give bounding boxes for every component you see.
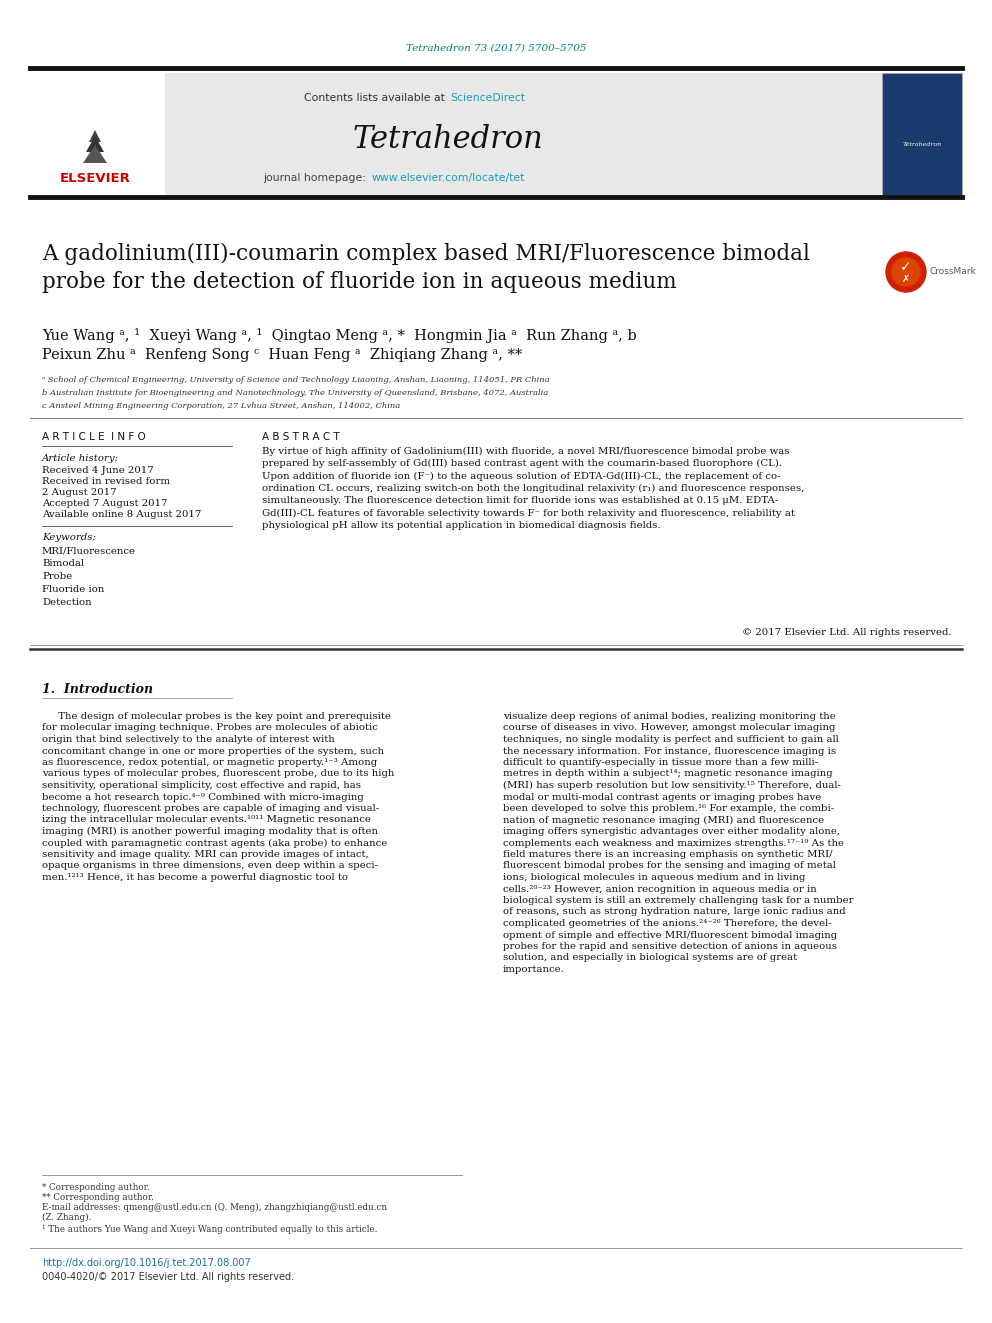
Bar — [30, 73, 165, 194]
Text: visualize deep regions of animal bodies, realizing monitoring the: visualize deep regions of animal bodies,… — [503, 712, 835, 721]
Polygon shape — [83, 146, 107, 163]
Text: * Corresponding author.: * Corresponding author. — [42, 1183, 150, 1192]
Text: imaging (MRI) is another powerful imaging modality that is often: imaging (MRI) is another powerful imagin… — [42, 827, 378, 836]
Polygon shape — [86, 136, 104, 152]
Text: Yue Wang ᵃ, ¹  Xueyi Wang ᵃ, ¹  Qingtao Meng ᵃ, *  Hongmin Jia ᵃ  Run Zhang ᵃ, b: Yue Wang ᵃ, ¹ Xueyi Wang ᵃ, ¹ Qingtao Me… — [42, 328, 637, 343]
Text: www.elsevier.com/locate/tet: www.elsevier.com/locate/tet — [372, 173, 526, 183]
Text: complicated geometries of the anions.²⁴⁻²⁶ Therefore, the devel-: complicated geometries of the anions.²⁴⁻… — [503, 919, 831, 927]
Text: ** Corresponding author.: ** Corresponding author. — [42, 1193, 154, 1203]
Text: as fluorescence, redox potential, or magnetic property.¹⁻³ Among: as fluorescence, redox potential, or mag… — [42, 758, 377, 767]
Text: Tetrahedron 73 (2017) 5700–5705: Tetrahedron 73 (2017) 5700–5705 — [406, 44, 586, 53]
Text: technology, fluorescent probes are capable of imaging and visual-: technology, fluorescent probes are capab… — [42, 804, 379, 814]
Text: Accepted 7 August 2017: Accepted 7 August 2017 — [42, 499, 168, 508]
Text: solution, and especially in biological systems are of great: solution, and especially in biological s… — [503, 954, 798, 963]
Text: Probe: Probe — [42, 572, 72, 581]
Text: Bimodal: Bimodal — [42, 560, 84, 568]
Text: ᵃ School of Chemical Engineering, University of Science and Technology Liaoning,: ᵃ School of Chemical Engineering, Univer… — [42, 376, 550, 384]
Text: modal or multi-modal contrast agents or imaging probes have: modal or multi-modal contrast agents or … — [503, 792, 821, 802]
Text: difficult to quantify-especially in tissue more than a few milli-: difficult to quantify-especially in tiss… — [503, 758, 818, 767]
Bar — [92, 142, 98, 160]
Text: b Australian Institute for Bioengineering and Nanotechnology, The University of : b Australian Institute for Bioengineerin… — [42, 389, 549, 397]
Text: course of diseases in vivo. However, amongst molecular imaging: course of diseases in vivo. However, amo… — [503, 724, 835, 733]
Text: 0040-4020/© 2017 Elsevier Ltd. All rights reserved.: 0040-4020/© 2017 Elsevier Ltd. All right… — [42, 1271, 294, 1282]
Text: concomitant change in one or more properties of the system, such: concomitant change in one or more proper… — [42, 746, 384, 755]
Text: CrossMark: CrossMark — [929, 267, 976, 277]
Text: Peixun Zhu ᵃ  Renfeng Song ᶜ  Huan Feng ᵃ  Zhiqiang Zhang ᵃ, **: Peixun Zhu ᵃ Renfeng Song ᶜ Huan Feng ᵃ … — [42, 348, 522, 363]
Text: (MRI) has superb resolution but low sensitivity.¹⁵ Therefore, dual-: (MRI) has superb resolution but low sens… — [503, 781, 841, 790]
Text: importance.: importance. — [503, 964, 564, 974]
Bar — [882, 73, 962, 194]
Text: become a hot research topic.⁴⁻⁹ Combined with micro-imaging: become a hot research topic.⁴⁻⁹ Combined… — [42, 792, 364, 802]
Text: biological system is still an extremely challenging task for a number: biological system is still an extremely … — [503, 896, 853, 905]
Text: Contents lists available at: Contents lists available at — [304, 93, 448, 103]
Text: sensitivity and image quality. MRI can provide images of intact,: sensitivity and image quality. MRI can p… — [42, 849, 369, 859]
Text: origin that bind selectively to the analyte of interest with: origin that bind selectively to the anal… — [42, 736, 334, 744]
Text: metres in depth within a subject¹⁴; magnetic resonance imaging: metres in depth within a subject¹⁴; magn… — [503, 770, 832, 778]
Text: By virtue of high affinity of Gadolinium(III) with fluoride, a novel MRI/fluores: By virtue of high affinity of Gadolinium… — [262, 447, 805, 529]
Text: men.¹²¹³ Hence, it has become a powerful diagnostic tool to: men.¹²¹³ Hence, it has become a powerful… — [42, 873, 348, 882]
Text: The design of molecular probes is the key point and prerequisite: The design of molecular probes is the ke… — [42, 712, 391, 721]
Text: Tetrahedron: Tetrahedron — [903, 143, 941, 147]
Text: 2 August 2017: 2 August 2017 — [42, 488, 117, 497]
Text: Received in revised form: Received in revised form — [42, 478, 170, 486]
Text: ✗: ✗ — [902, 274, 910, 284]
Text: ScienceDirect: ScienceDirect — [450, 93, 525, 103]
Text: coupled with paramagnetic contrast agents (aka probe) to enhance: coupled with paramagnetic contrast agent… — [42, 839, 387, 848]
Text: (Z. Zhang).: (Z. Zhang). — [42, 1213, 91, 1222]
Text: probes for the rapid and sensitive detection of anions in aqueous: probes for the rapid and sensitive detec… — [503, 942, 837, 951]
Polygon shape — [89, 130, 101, 142]
Text: fluorescent bimodal probes for the sensing and imaging of metal: fluorescent bimodal probes for the sensi… — [503, 861, 836, 871]
Text: complements each weakness and maximizes strengths.¹⁷⁻¹⁹ As the: complements each weakness and maximizes … — [503, 839, 844, 848]
Text: for molecular imaging technique. Probes are molecules of abiotic: for molecular imaging technique. Probes … — [42, 724, 378, 733]
Text: opaque organisms in three dimensions, even deep within a speci-: opaque organisms in three dimensions, ev… — [42, 861, 378, 871]
Text: the necessary information. For instance, fluorescence imaging is: the necessary information. For instance,… — [503, 746, 836, 755]
Text: ions, biological molecules in aqueous medium and in living: ions, biological molecules in aqueous me… — [503, 873, 806, 882]
Text: 1.  Introduction: 1. Introduction — [42, 683, 153, 696]
Text: ¹ The authors Yue Wang and Xueyi Wang contributed equally to this article.: ¹ The authors Yue Wang and Xueyi Wang co… — [42, 1225, 377, 1234]
Text: opment of simple and effective MRI/fluorescent bimodal imaging: opment of simple and effective MRI/fluor… — [503, 930, 837, 939]
Text: Received 4 June 2017: Received 4 June 2017 — [42, 466, 154, 475]
Text: field matures there is an increasing emphasis on synthetic MRI/: field matures there is an increasing emp… — [503, 849, 832, 859]
Text: Fluoride ion: Fluoride ion — [42, 585, 104, 594]
Text: Article history:: Article history: — [42, 454, 119, 463]
Text: sensitivity, operational simplicity, cost effective and rapid, has: sensitivity, operational simplicity, cos… — [42, 781, 361, 790]
Text: E-mail addresses: qmeng@ustl.edu.cn (Q. Meng), zhangzhiqiang@ustl.edu.cn: E-mail addresses: qmeng@ustl.edu.cn (Q. … — [42, 1203, 387, 1212]
Text: Available online 8 August 2017: Available online 8 August 2017 — [42, 509, 201, 519]
Text: http://dx.doi.org/10.1016/j.tet.2017.08.007: http://dx.doi.org/10.1016/j.tet.2017.08.… — [42, 1258, 251, 1267]
Text: Detection: Detection — [42, 598, 91, 607]
Text: © 2017 Elsevier Ltd. All rights reserved.: © 2017 Elsevier Ltd. All rights reserved… — [742, 628, 952, 636]
Text: ELSEVIER: ELSEVIER — [60, 172, 130, 184]
Text: cells.²⁰⁻²³ However, anion recognition in aqueous media or in: cells.²⁰⁻²³ However, anion recognition i… — [503, 885, 816, 893]
Text: nation of magnetic resonance imaging (MRI) and fluorescence: nation of magnetic resonance imaging (MR… — [503, 815, 824, 824]
Text: c Ansteel Mining Engineering Corporation, 27 Lvhua Street, Anshan, 114002, China: c Ansteel Mining Engineering Corporation… — [42, 402, 400, 410]
Text: journal homepage:: journal homepage: — [264, 173, 370, 183]
Text: various types of molecular probes, fluorescent probe, due to its high: various types of molecular probes, fluor… — [42, 770, 395, 778]
Text: A B S T R A C T: A B S T R A C T — [262, 433, 339, 442]
Circle shape — [886, 251, 926, 292]
Text: imaging offers synergistic advantages over either modality alone,: imaging offers synergistic advantages ov… — [503, 827, 840, 836]
Text: been developed to solve this problem.¹⁶ For example, the combi-: been developed to solve this problem.¹⁶ … — [503, 804, 834, 814]
Bar — [65, 73, 882, 194]
Text: A gadolinium(III)-coumarin complex based MRI/Fluorescence bimodal
probe for the : A gadolinium(III)-coumarin complex based… — [42, 243, 809, 292]
Text: izing the intracellular molecular events.¹⁰¹¹ Magnetic resonance: izing the intracellular molecular events… — [42, 815, 371, 824]
Text: Keywords:: Keywords: — [42, 533, 96, 542]
Text: A R T I C L E  I N F O: A R T I C L E I N F O — [42, 433, 146, 442]
Text: techniques, no single modality is perfect and sufficient to gain all: techniques, no single modality is perfec… — [503, 736, 839, 744]
Text: of reasons, such as strong hydration nature, large ionic radius and: of reasons, such as strong hydration nat… — [503, 908, 845, 917]
Text: ✓: ✓ — [900, 261, 912, 274]
Text: Tetrahedron: Tetrahedron — [352, 124, 544, 156]
Text: MRI/Fluorescence: MRI/Fluorescence — [42, 546, 136, 556]
Circle shape — [892, 258, 920, 286]
